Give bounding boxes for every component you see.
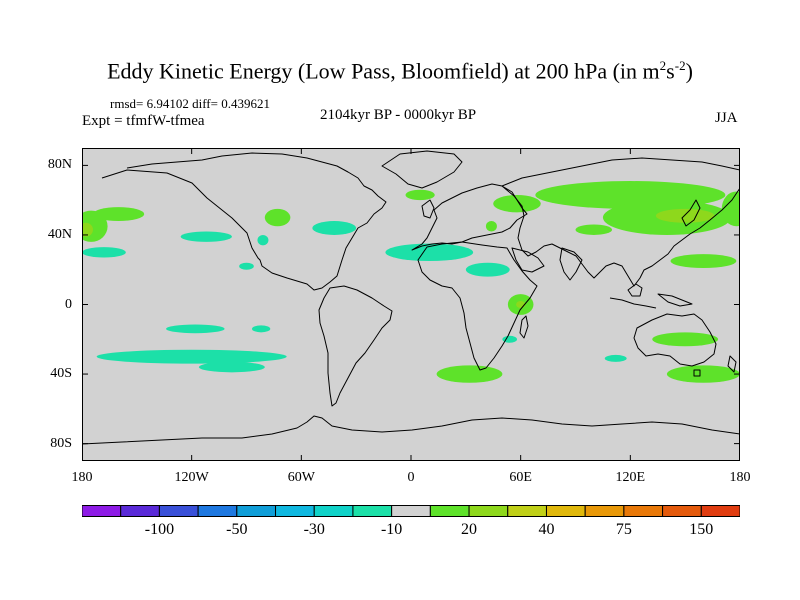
lon-tick-label: 0	[407, 470, 415, 485]
madagascar-coast	[519, 315, 529, 339]
uk-coast	[421, 199, 435, 219]
colorbar-boxes	[82, 505, 740, 517]
colorbar-box-15	[662, 505, 702, 517]
title-superscript-1: 2	[659, 58, 667, 73]
lat-tick-label: 80N	[47, 157, 72, 173]
colorbar-box-0	[82, 505, 122, 517]
frame-ticks	[82, 148, 740, 461]
colorbar-label: -30	[303, 521, 325, 538]
colorbar-label: -100	[144, 521, 175, 538]
world-map	[82, 148, 740, 461]
field-patch-30	[604, 354, 627, 362]
australia-coast	[633, 313, 717, 367]
africa-coast	[417, 241, 538, 371]
experiment-label: Expt = tfmfW-tfmea	[82, 113, 205, 129]
colorbar-box-9	[429, 505, 470, 517]
colorbar-label: 20	[461, 521, 478, 538]
colorbar-box-3	[197, 505, 238, 517]
colorbar-box-10	[468, 505, 509, 517]
field-patch-26	[575, 224, 613, 235]
lon-tick-label: 120W	[174, 470, 209, 485]
coastlines	[82, 150, 740, 445]
tasmania-coast	[693, 369, 701, 377]
south-america-coast	[318, 285, 393, 407]
title-text: Eddy Kinetic Energy (Low Pass, Bloomfiel…	[107, 58, 660, 84]
lon-tick-label: 60E	[509, 470, 532, 485]
colorbar-box-1	[120, 505, 160, 517]
field-patch-5	[166, 324, 225, 334]
lat-tick-label: 0	[65, 296, 72, 312]
field-patch-4	[180, 231, 232, 242]
india-coast	[559, 247, 583, 281]
japan-coast	[681, 199, 701, 227]
indonesia-coast	[609, 283, 693, 309]
field-patch-19	[516, 301, 526, 308]
lat-tick-label: 80S	[50, 435, 72, 451]
colorbar-box-16	[700, 505, 740, 517]
colorbar-box-5	[275, 505, 315, 517]
colorbar-label: 150	[689, 521, 714, 538]
colorbar-label: 40	[538, 521, 555, 538]
lon-tick-label: 60W	[287, 470, 315, 485]
lat-tick-label: 40S	[50, 366, 72, 382]
field-patch-16	[485, 221, 497, 232]
field-patch-7	[96, 349, 287, 364]
field-patch-27	[670, 254, 737, 268]
arabia-coast	[511, 247, 545, 273]
colorbar	[82, 505, 740, 517]
title-superscript-2: -2	[674, 58, 686, 73]
field-patch-25	[721, 191, 740, 227]
colorbar-box-12	[545, 505, 586, 517]
colorbar-label: -50	[226, 521, 248, 538]
stats-label: rmsd= 6.94102 diff= 0.439621	[110, 96, 270, 111]
colorbar-label: 75	[615, 521, 632, 538]
colorbar-box-6	[313, 505, 354, 517]
field-patch-15	[465, 262, 510, 277]
title-unit: s	[666, 58, 675, 84]
colorbar-label: -10	[380, 521, 403, 538]
season-label: JJA	[715, 110, 738, 126]
new-zealand-coast	[727, 355, 737, 373]
field-patch-8	[198, 361, 265, 373]
field-patch-11	[239, 262, 254, 270]
period-label: 2104kyr BP - 0000kyr BP	[320, 107, 477, 123]
lon-tick-label: 180	[729, 470, 751, 485]
field-patch-20	[502, 335, 518, 343]
field-patch-1	[82, 222, 93, 237]
colorbar-box-7	[352, 505, 393, 517]
lon-tick-label: 120E	[615, 470, 646, 485]
field-patch-24	[655, 208, 715, 223]
colorbar-box-13	[584, 505, 625, 517]
field-patch-28	[652, 332, 719, 347]
field-patch-3	[82, 247, 126, 258]
colorbar-box-2	[158, 505, 199, 517]
field-patch-12	[312, 221, 357, 235]
lon-tick-label: 180	[71, 470, 93, 485]
antarctica-coast	[82, 415, 740, 445]
colorbar-box-4	[236, 505, 277, 517]
field-patch-13	[405, 189, 435, 201]
lat-tick-label: 40N	[47, 226, 72, 242]
greenland-coast	[381, 150, 463, 189]
field-patch-10	[257, 234, 269, 246]
north-america-coast	[101, 152, 387, 291]
field-patch-21	[436, 365, 503, 383]
colorbar-box-14	[623, 505, 664, 517]
field-patch-9	[264, 208, 291, 227]
field-patch-29	[666, 365, 740, 383]
field-patch-6	[251, 325, 271, 333]
title-close: )	[685, 58, 693, 84]
field-patch-2	[92, 207, 145, 222]
colorbar-box-11	[507, 505, 547, 517]
field-patches	[82, 181, 740, 383]
field-patch-17	[493, 194, 541, 213]
colorbar-box-8	[391, 505, 431, 517]
chart-title: Eddy Kinetic Energy (Low Pass, Bloomfiel…	[0, 58, 800, 84]
field-patch-14	[385, 243, 474, 262]
